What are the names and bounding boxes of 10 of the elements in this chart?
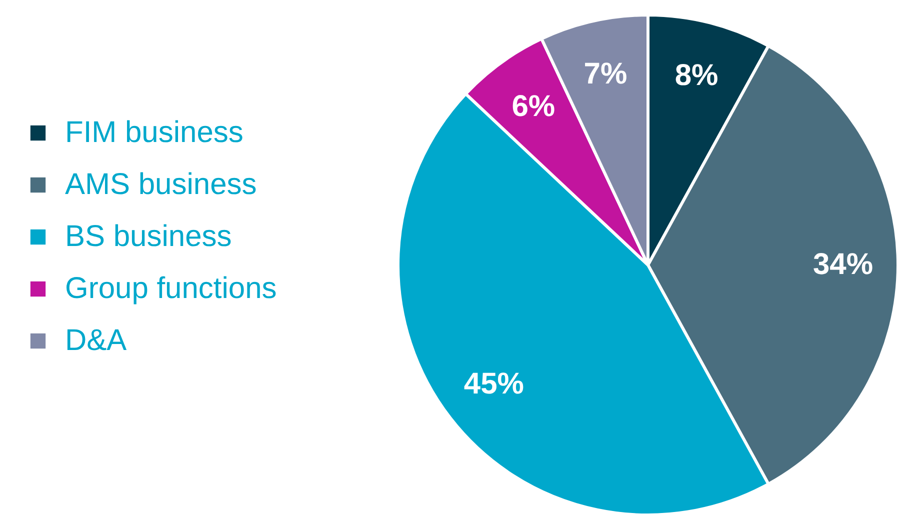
legend-label: FIM business xyxy=(65,116,244,149)
legend-label: BS business xyxy=(65,220,232,253)
data-label: 45% xyxy=(464,368,524,401)
data-label: 6% xyxy=(512,90,556,124)
legend-label: D&A xyxy=(65,324,127,357)
legend-label: Group functions xyxy=(65,272,277,305)
data-label: 7% xyxy=(584,58,628,91)
data-label: 34% xyxy=(812,248,874,281)
data-label: 8% xyxy=(674,59,718,92)
legend-label: AMS business xyxy=(65,168,257,201)
